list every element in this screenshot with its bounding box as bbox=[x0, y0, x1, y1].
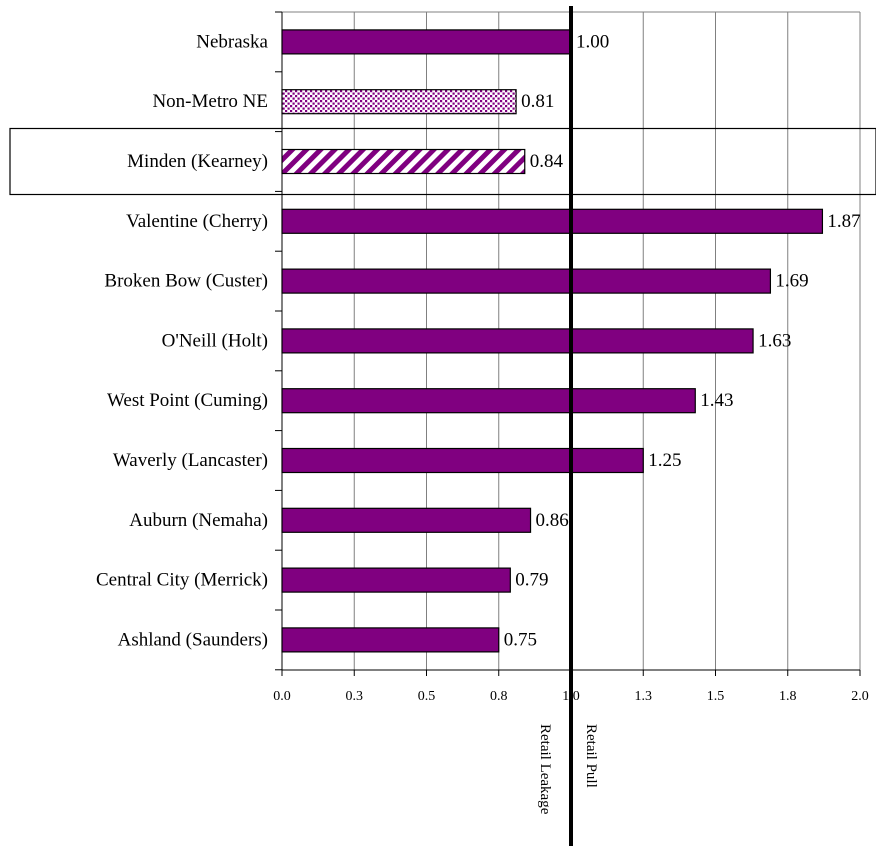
category-label: Broken Bow (Custer) bbox=[104, 271, 268, 292]
reference-line-group: Retail Leakage Retail Pull bbox=[537, 6, 599, 846]
bar bbox=[281, 567, 511, 593]
retail-pull-label: Retail Pull bbox=[583, 724, 599, 788]
value-label: 1.43 bbox=[700, 390, 733, 411]
x-tick-label: 1.8 bbox=[779, 689, 797, 704]
category-label: Auburn (Nemaha) bbox=[129, 510, 268, 531]
value-label: 0.86 bbox=[536, 510, 569, 531]
highlight-box bbox=[9, 127, 876, 196]
category-label: Valentine (Cherry) bbox=[126, 211, 268, 232]
x-tick-label: 1.5 bbox=[707, 689, 725, 704]
value-label: 1.25 bbox=[648, 450, 681, 471]
bar bbox=[281, 627, 500, 653]
value-labels: 1.00 0.81 0.84 1.87 1.69 1.63 1.43 1.25 0.86 0.79… bbox=[504, 31, 861, 650]
category-label: Ashland (Saunders) bbox=[118, 629, 268, 650]
category-label: O'Neill (Holt) bbox=[162, 330, 268, 351]
bar bbox=[281, 208, 824, 234]
x-tick-label: 0.5 bbox=[418, 689, 436, 704]
x-tick-label: 1.3 bbox=[635, 689, 653, 704]
category-label: West Point (Cuming) bbox=[107, 390, 268, 411]
category-label: Non-Metro NE bbox=[152, 91, 268, 112]
value-label: 0.84 bbox=[530, 151, 564, 172]
category-label: Minden (Kearney) bbox=[127, 151, 268, 172]
value-label: 1.87 bbox=[827, 211, 860, 232]
value-label: 0.75 bbox=[504, 629, 537, 650]
bar bbox=[281, 447, 644, 474]
bar bbox=[281, 268, 772, 294]
category-label: Central City (Merrick) bbox=[96, 570, 268, 591]
value-label: 1.63 bbox=[758, 330, 791, 351]
x-tick-label: 0.0 bbox=[273, 689, 291, 704]
bar bbox=[281, 29, 572, 55]
value-label: 1.69 bbox=[775, 271, 808, 292]
value-label: 0.79 bbox=[515, 570, 548, 591]
highlight-frame bbox=[9, 127, 876, 196]
category-label: Waverly (Lancaster) bbox=[113, 450, 268, 471]
category-labels: Nebraska Non-Metro NE Minden (Kearney) Vale… bbox=[96, 31, 269, 650]
bar bbox=[281, 328, 754, 354]
category-label: Nebraska bbox=[196, 31, 268, 52]
x-tick-labels: 0.00.30.50.81.01.31.51.82.0 bbox=[273, 689, 869, 704]
bar bbox=[281, 507, 532, 533]
x-tick-label: 2.0 bbox=[851, 689, 869, 704]
value-label: 0.81 bbox=[521, 91, 554, 112]
bars bbox=[281, 29, 824, 653]
bar bbox=[281, 148, 526, 175]
bar bbox=[281, 388, 696, 414]
x-tick-label: 0.3 bbox=[346, 689, 364, 704]
x-tick-label: 0.8 bbox=[490, 689, 508, 704]
retail-leakage-label: Retail Leakage bbox=[537, 724, 553, 815]
value-label: 1.00 bbox=[576, 31, 609, 52]
bar bbox=[281, 89, 517, 115]
